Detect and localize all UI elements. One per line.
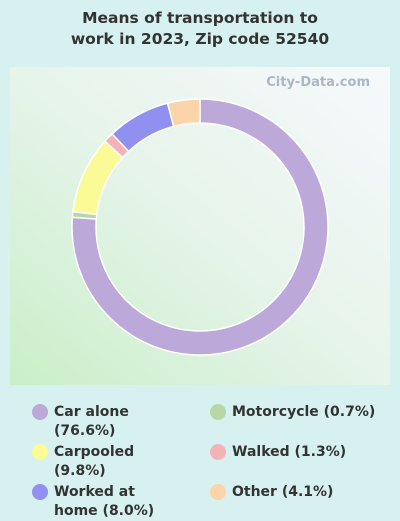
legend-item: Walked (1.3%) xyxy=(210,443,380,481)
legend-item: Worked at home (8.0%) xyxy=(32,483,210,521)
legend-item: Motorcycle (0.7%) xyxy=(210,403,380,441)
donut-segment xyxy=(71,98,329,356)
legend-swatch xyxy=(32,444,48,460)
legend-item: Car alone (76.6%) xyxy=(32,403,210,441)
legend-label: Walked (1.3%) xyxy=(232,444,347,460)
title-text: Means of transportation to work in 2023,… xyxy=(70,9,330,48)
donut-segment xyxy=(166,98,201,128)
legend-swatch xyxy=(32,484,48,500)
legend-label: Car alone (76.6%) xyxy=(54,404,129,439)
legend: Car alone (76.6%) Motorcycle (0.7%) Carpoo… xyxy=(32,403,380,521)
legend-swatch xyxy=(32,404,48,420)
legend-swatch xyxy=(210,404,226,420)
chart: City-Data.com xyxy=(10,67,390,385)
legend-item: Carpooled (9.8%) xyxy=(32,443,210,481)
chart-title: Means of transportation to work in 2023,… xyxy=(0,8,400,50)
legend-swatch xyxy=(210,444,226,460)
legend-label: Worked at home (8.0%) xyxy=(54,484,155,519)
legend-label: Motorcycle (0.7%) xyxy=(232,404,376,420)
donut xyxy=(71,98,329,356)
legend-item: Other (4.1%) xyxy=(210,483,380,521)
watermark: City-Data.com xyxy=(266,75,370,90)
legend-label: Carpooled (9.8%) xyxy=(54,444,135,479)
legend-swatch xyxy=(210,484,226,500)
page: {"chart_data": {"type": "donut", "title"… xyxy=(0,8,400,519)
legend-label: Other (4.1%) xyxy=(232,484,334,500)
